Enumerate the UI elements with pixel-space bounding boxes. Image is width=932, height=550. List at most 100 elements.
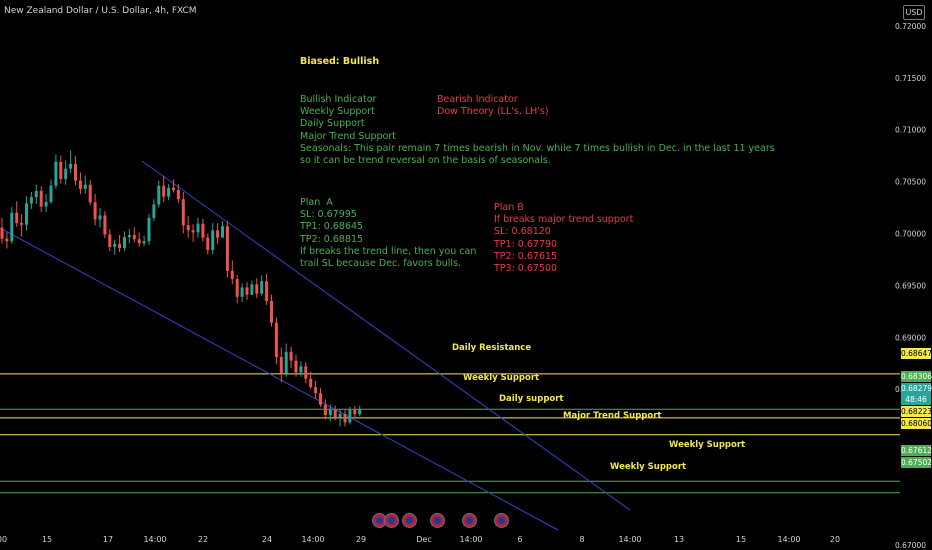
time-tick-label: 20 xyxy=(830,535,840,544)
candle-body xyxy=(265,281,269,301)
candle-body xyxy=(230,270,234,280)
candle-body xyxy=(201,223,205,238)
price-tick-label: 0.70500 xyxy=(895,178,926,187)
upper-trend-line[interactable] xyxy=(141,160,631,511)
candle-body xyxy=(103,215,107,235)
economic-event-icon[interactable] xyxy=(402,513,417,528)
trend-lines xyxy=(0,160,631,531)
candle xyxy=(206,233,210,255)
price-tag-last: 0.68279 xyxy=(901,383,932,394)
candle-body xyxy=(294,360,298,373)
lower-trend-line[interactable] xyxy=(0,227,559,531)
candle-body xyxy=(137,239,141,244)
candle-body xyxy=(29,197,33,204)
price-tag-weekly-support: 0.68306 xyxy=(901,371,932,382)
time-tick-label: 14:00 xyxy=(618,535,641,544)
candle-body xyxy=(49,185,53,202)
candle xyxy=(172,179,175,193)
major-trend-support-label: Major Trend Support xyxy=(563,411,662,421)
candle-body xyxy=(25,203,28,225)
weekly-support-label-1: Weekly Support xyxy=(463,373,540,383)
economic-event-icon[interactable] xyxy=(384,513,399,528)
candle-body xyxy=(319,393,322,405)
economic-event-icon[interactable] xyxy=(494,513,509,528)
price-tick-label: 0.69000 xyxy=(895,333,926,342)
candle xyxy=(225,221,229,278)
candle xyxy=(353,405,357,419)
daily-resistance-label: Daily Resistance xyxy=(452,343,532,353)
candle xyxy=(93,194,97,226)
candle xyxy=(74,156,77,186)
time-tick-label: 29 xyxy=(356,535,366,544)
candle xyxy=(34,184,38,204)
candle-body xyxy=(118,243,122,249)
countdown-tag: 48:46 xyxy=(901,394,931,405)
candle xyxy=(333,405,337,421)
candle xyxy=(10,207,14,244)
time-tick-label: 6 xyxy=(517,535,522,544)
candle xyxy=(108,229,112,252)
price-tick-label: 0.70000 xyxy=(895,229,926,238)
candle xyxy=(15,201,19,227)
candle xyxy=(186,215,190,238)
candle-body xyxy=(113,243,117,247)
price-tick-label: 0.72000 xyxy=(895,22,926,31)
time-tick-label: 14:00 xyxy=(143,535,166,544)
time-tick-label: 13 xyxy=(674,535,684,544)
candle xyxy=(211,223,215,255)
candle-body xyxy=(64,168,68,180)
price-axis: 0.72000 0.71500 0.71000 0.70500 0.70000 0.695… xyxy=(895,22,926,550)
candle-body xyxy=(270,300,273,323)
candle xyxy=(147,214,151,245)
candle xyxy=(29,191,33,210)
candle xyxy=(314,380,318,399)
candle-body xyxy=(39,190,43,207)
candle-body xyxy=(260,281,264,294)
economic-event-icon[interactable] xyxy=(430,513,445,528)
candle xyxy=(235,275,239,304)
candle-body xyxy=(333,409,337,418)
candle-body xyxy=(127,235,131,238)
weekly-support-label-2: Weekly Support xyxy=(669,440,746,450)
candle xyxy=(265,273,269,306)
candle xyxy=(279,347,283,382)
plan-b-note: Plan B If breaks major trend support SL:… xyxy=(494,202,634,275)
candle xyxy=(162,175,166,203)
candle xyxy=(260,275,264,296)
time-tick-label: 15 xyxy=(736,535,746,544)
candle-body xyxy=(93,202,97,220)
candle-body xyxy=(245,287,249,295)
candle xyxy=(328,404,332,422)
candle-body xyxy=(147,217,151,242)
candle xyxy=(88,180,92,206)
candle-body xyxy=(10,212,14,242)
currency-button[interactable]: USD xyxy=(903,5,925,20)
candle-body xyxy=(88,184,92,203)
candle-body xyxy=(15,212,19,224)
candle xyxy=(358,405,362,417)
candle xyxy=(59,155,63,184)
candle-body xyxy=(20,223,24,225)
candle xyxy=(83,175,87,194)
candle-body xyxy=(98,215,102,220)
time-tick-label: 24 xyxy=(262,535,272,544)
time-tick-label: 17 xyxy=(103,535,113,544)
candle-body xyxy=(152,204,156,218)
price-tag-major-trend: 0.68060 xyxy=(901,418,932,429)
economic-event-icon[interactable] xyxy=(462,513,477,528)
candle xyxy=(98,208,102,228)
candle xyxy=(152,199,156,222)
candle-body xyxy=(206,237,210,251)
candle xyxy=(142,235,146,246)
candle xyxy=(123,231,126,252)
candle-body xyxy=(34,190,38,198)
candle xyxy=(64,160,68,185)
candle xyxy=(0,217,4,244)
candle xyxy=(132,227,136,243)
candle xyxy=(255,278,259,298)
candle-body xyxy=(142,241,146,244)
candle xyxy=(348,406,352,425)
price-tick-label: 0.71500 xyxy=(895,74,926,83)
candle xyxy=(274,317,278,365)
